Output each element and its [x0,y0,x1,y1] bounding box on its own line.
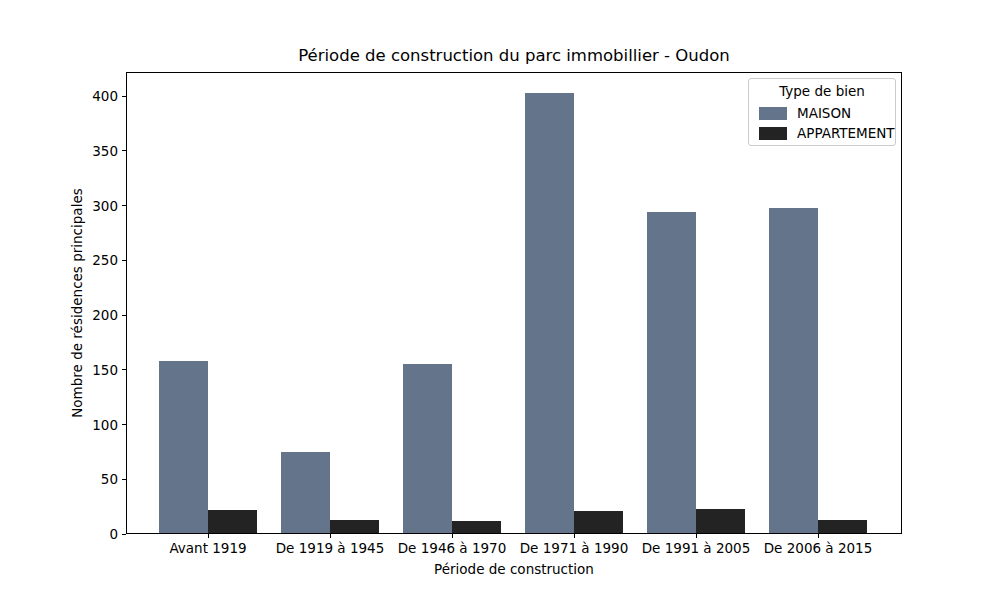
y-tick-mark [122,150,126,151]
legend: Type de bien MAISON APPARTEMENT [748,78,896,146]
x-axis-label: Période de construction [126,561,902,577]
bar-maison-0 [159,361,208,533]
bar-appartement-4 [696,509,745,533]
y-tick-label: 100 [58,418,118,432]
bar-maison-1 [281,452,330,533]
legend-label-appartement: APPARTEMENT [797,126,895,141]
x-tick-label: De 1991 à 2005 [626,541,766,556]
y-tick-label: 150 [58,363,118,377]
y-tick-label: 0 [58,527,118,541]
x-tick-mark [452,534,453,538]
y-tick-mark [122,479,126,480]
bar-maison-4 [647,212,696,533]
bar-appartement-1 [330,520,379,533]
legend-swatch-appartement [759,127,787,140]
x-tick-label: Avant 1919 [138,541,278,556]
figure: Période de construction du parc immobill… [0,0,1000,600]
y-tick-mark [122,315,126,316]
x-tick-mark [818,534,819,538]
bar-maison-5 [769,208,818,533]
x-tick-mark [208,534,209,538]
bar-maison-3 [525,93,574,533]
y-tick-label: 200 [58,308,118,322]
y-axis-label: Nombre de résidences principales [69,188,85,417]
legend-title: Type de bien [749,83,895,99]
y-tick-mark [122,205,126,206]
x-tick-mark [330,534,331,538]
bar-appartement-5 [818,520,867,533]
legend-swatch-maison [759,107,787,120]
bar-appartement-2 [452,521,501,533]
bar-appartement-0 [208,510,257,533]
y-tick-label: 250 [58,253,118,267]
x-tick-mark [574,534,575,538]
y-tick-label: 300 [58,199,118,213]
bar-appartement-3 [574,511,623,533]
y-tick-mark [122,96,126,97]
y-tick-label: 400 [58,89,118,103]
y-tick-mark [122,424,126,425]
y-tick-label: 50 [58,472,118,486]
y-tick-label: 350 [58,144,118,158]
bar-maison-2 [403,364,452,533]
chart-title: Période de construction du parc immobill… [126,46,902,66]
y-tick-mark [122,369,126,370]
x-tick-mark [696,534,697,538]
x-tick-label: De 1946 à 1970 [382,541,522,556]
legend-label-maison: MAISON [797,106,851,121]
x-tick-label: De 1919 à 1945 [260,541,400,556]
x-tick-label: De 1971 à 1990 [504,541,644,556]
y-tick-mark [122,534,126,535]
y-tick-mark [122,260,126,261]
x-tick-label: De 2006 à 2015 [748,541,888,556]
